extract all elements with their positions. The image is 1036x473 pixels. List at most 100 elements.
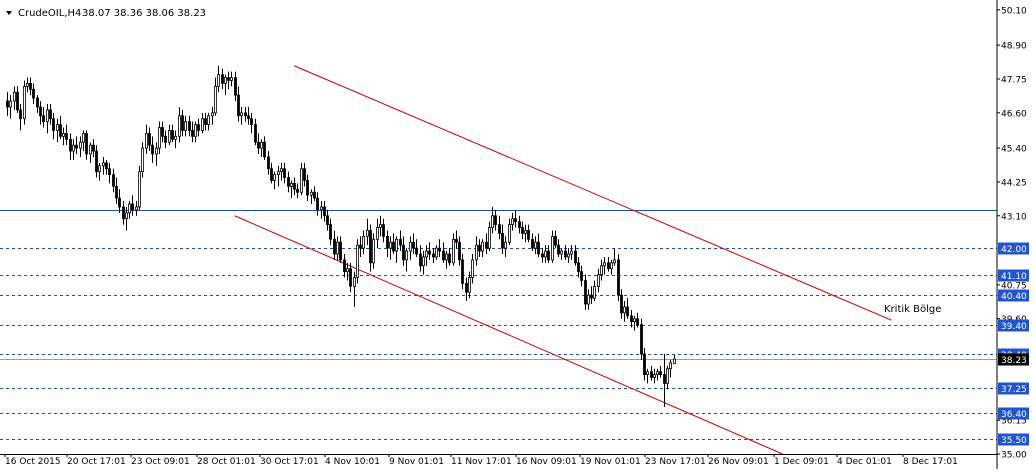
price-tick-label: 36.15 [1001, 417, 1027, 427]
candle-body [508, 224, 511, 243]
candle-body [112, 174, 115, 187]
candle-body [79, 141, 82, 149]
candle-body [409, 241, 412, 252]
candle-body [277, 171, 280, 175]
candle-body [590, 294, 593, 299]
candle-body [125, 212, 128, 220]
time-tick-label: 28 Oct 01:01 [197, 457, 256, 467]
candle-body [386, 235, 389, 249]
candle-body [174, 135, 177, 140]
candle-body [188, 121, 191, 131]
candle-body [323, 206, 326, 217]
price-tick-label: 47.75 [1001, 76, 1027, 86]
candle-body [620, 294, 623, 314]
candle-body [362, 235, 365, 249]
candle-body [349, 268, 352, 287]
candle-body [303, 168, 306, 181]
candle-body [399, 238, 402, 246]
time-tick-label: 11 Nov 17:01 [451, 457, 512, 467]
price-tick-label: 44.25 [1001, 178, 1027, 188]
candle-body [343, 259, 346, 273]
candle-body [151, 144, 154, 155]
candle-body [379, 224, 382, 228]
candle-body [650, 371, 653, 378]
level-label-box [998, 289, 1029, 302]
candle-body [448, 253, 451, 264]
candle-body [458, 241, 461, 261]
candle-body [570, 250, 573, 255]
candle-body [646, 371, 649, 375]
candle-body [72, 144, 75, 152]
candle-body [240, 112, 243, 117]
candle-body [640, 324, 643, 355]
candle-body [171, 130, 174, 140]
candle-body [673, 358, 676, 365]
candle-body [574, 250, 577, 264]
candle-body [587, 294, 590, 305]
candle-body [95, 150, 98, 173]
candle-body [320, 206, 323, 211]
candle-body [26, 83, 29, 87]
current-price-box [998, 353, 1029, 366]
candle-body [161, 127, 164, 137]
candle-body [353, 277, 356, 287]
candle-body [435, 247, 438, 258]
candle-body [197, 124, 200, 131]
candle-body [653, 374, 656, 378]
candle-body [471, 259, 474, 278]
candle-body [455, 238, 458, 243]
level-label-box [998, 407, 1029, 420]
candle-body [62, 133, 65, 137]
time-tick-label: 8 Dec 17:01 [903, 457, 958, 467]
candle-body [237, 94, 240, 117]
candle-body [402, 244, 405, 261]
triangle-down-icon[interactable] [6, 11, 12, 15]
candle-body [204, 118, 207, 125]
candle-body [19, 109, 22, 120]
candle-body [666, 368, 669, 384]
candle-body [617, 259, 620, 296]
candle-body [544, 250, 547, 258]
candle-body [547, 250, 550, 261]
candle-body [366, 230, 369, 237]
candle-body [118, 197, 121, 208]
candle-body [244, 112, 247, 117]
candle-body [356, 244, 359, 278]
candle-body [49, 109, 52, 120]
candle-body [626, 306, 629, 317]
candle-body [369, 230, 372, 264]
candle-body [250, 118, 253, 125]
channel-lower-line[interactable] [234, 215, 783, 455]
candle-body [630, 315, 633, 323]
time-tick-label: 23 Nov 17:01 [645, 457, 706, 467]
candle-body [554, 235, 557, 246]
candle-body [16, 91, 19, 111]
candle-body [498, 224, 501, 234]
candle-body [9, 100, 12, 108]
candle-body [541, 253, 544, 258]
candle-body [329, 224, 332, 240]
price-tick-label: 35.00 [1001, 451, 1027, 461]
candle-body [128, 203, 131, 214]
candle-body [518, 221, 521, 228]
channel-upper-line[interactable] [293, 65, 892, 321]
candle-body [475, 244, 478, 261]
candle-body [46, 109, 49, 123]
candle-body [184, 121, 187, 131]
candle-body [221, 74, 224, 84]
candle-body [191, 130, 194, 137]
price-tick-label: 46.60 [1001, 109, 1027, 119]
candle-body [445, 253, 448, 261]
candle-body [211, 112, 214, 117]
candle-body [333, 238, 336, 255]
time-tick-label: 1 Dec 09:01 [774, 457, 829, 467]
candle-body [610, 262, 613, 270]
candle-body [521, 227, 524, 234]
candle-body [339, 241, 342, 261]
candle-body [603, 262, 606, 267]
time-tick-label: 26 Nov 09:01 [708, 457, 769, 467]
candle-body [254, 124, 257, 143]
candle-body [13, 91, 16, 102]
